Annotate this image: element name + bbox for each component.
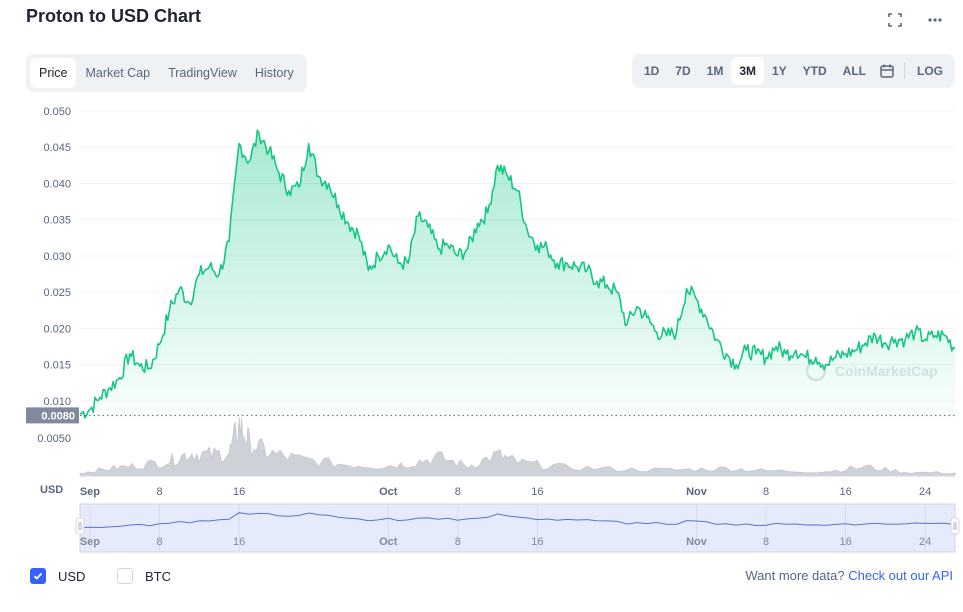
currency-axis-label: USD xyxy=(40,484,63,496)
navigator-tick-label: Sep xyxy=(80,536,100,548)
y-tick-label: 0.035 xyxy=(43,215,71,227)
handle-grip-icon xyxy=(75,517,85,535)
range-3m[interactable]: 3M xyxy=(731,57,764,85)
y-tick-label: 0.030 xyxy=(43,251,71,263)
navigator-window xyxy=(79,503,956,553)
tab-history[interactable]: History xyxy=(254,66,294,80)
checkbox-empty-icon xyxy=(117,568,133,584)
calendar-icon[interactable] xyxy=(874,57,900,85)
x-tick-label: Nov xyxy=(686,486,708,498)
x-tick-label: 16 xyxy=(531,486,543,498)
api-promo: Want more data? Check out our API xyxy=(745,568,953,583)
range-7d[interactable]: 7D xyxy=(675,64,691,78)
btc-checkbox-label: BTC xyxy=(145,568,171,584)
btc-checkbox[interactable]: BTC xyxy=(117,568,171,584)
navigator-tick-label: 16 xyxy=(531,536,543,548)
more-dots-icon[interactable] xyxy=(924,12,946,34)
navigator-tick-label: Nov xyxy=(686,536,708,548)
current-price-badge xyxy=(26,407,79,424)
api-promo-text: Want more data? xyxy=(745,568,845,583)
navigator-tick-label: 16 xyxy=(233,536,245,548)
range-1y[interactable]: 1Y xyxy=(771,64,787,78)
log-scale-toggle[interactable]: LOG xyxy=(917,64,943,78)
y-tick-label: 0.015 xyxy=(43,360,71,372)
chart-type-tabs: Price Market Cap TradingView History xyxy=(26,54,307,92)
price-line xyxy=(79,129,956,419)
y-tick-label: 0.040 xyxy=(43,178,71,190)
handle-grip-icon xyxy=(950,517,960,535)
navigator-tick-label: 8 xyxy=(763,536,769,548)
y-tick-label: 0.045 xyxy=(43,142,71,154)
navigator-line xyxy=(79,512,956,529)
volume-tick-label: 0.0050 xyxy=(37,433,71,445)
price-area xyxy=(80,130,955,420)
x-tick-label: 8 xyxy=(763,486,769,498)
navigator-right-handle[interactable] xyxy=(950,517,960,535)
tab-price[interactable]: Price xyxy=(30,58,77,88)
api-link[interactable]: Check out our API xyxy=(848,568,953,583)
expand-icon[interactable] xyxy=(884,12,906,34)
range-ytd[interactable]: YTD xyxy=(802,64,827,78)
tab-market-cap[interactable]: Market Cap xyxy=(85,66,151,80)
tab-tradingview[interactable]: TradingView xyxy=(168,66,237,80)
range-1d[interactable]: 1D xyxy=(643,64,660,78)
x-tick-label: Oct xyxy=(379,486,398,498)
x-tick-label: 8 xyxy=(156,486,162,498)
x-tick-label: 16 xyxy=(233,486,245,498)
range-divider xyxy=(904,63,905,79)
current-price-label: 0.0080 xyxy=(41,410,75,422)
navigator-tick-label: 8 xyxy=(455,536,461,548)
x-tick-label: 8 xyxy=(455,486,461,498)
page-title: Proton to USD Chart xyxy=(26,6,201,26)
range-all[interactable]: ALL xyxy=(842,64,866,78)
x-tick-label: 24 xyxy=(919,486,931,498)
range-1m[interactable]: 1M xyxy=(706,64,724,78)
y-tick-label: 0.025 xyxy=(43,287,71,299)
navigator-tick-label: 8 xyxy=(156,536,162,548)
y-tick-label: 0.020 xyxy=(43,323,71,335)
navigator-left-handle[interactable] xyxy=(75,517,85,535)
y-tick-label: 0.050 xyxy=(43,106,71,118)
navigator-tick-label: Oct xyxy=(379,536,398,548)
navigator-tick-label: 24 xyxy=(919,536,931,548)
y-tick-label: 0.010 xyxy=(43,396,71,408)
x-tick-label: 16 xyxy=(840,486,852,498)
time-range-selector: 1D 7D 1M 3M 1Y YTD ALL LOG xyxy=(631,54,955,88)
navigator-tick-label: 16 xyxy=(840,536,852,548)
usd-checkbox[interactable]: USD xyxy=(30,568,85,584)
volume-area xyxy=(79,417,956,477)
x-tick-label: Sep xyxy=(80,486,100,498)
usd-checkbox-label: USD xyxy=(58,568,86,584)
check-icon xyxy=(30,568,46,584)
